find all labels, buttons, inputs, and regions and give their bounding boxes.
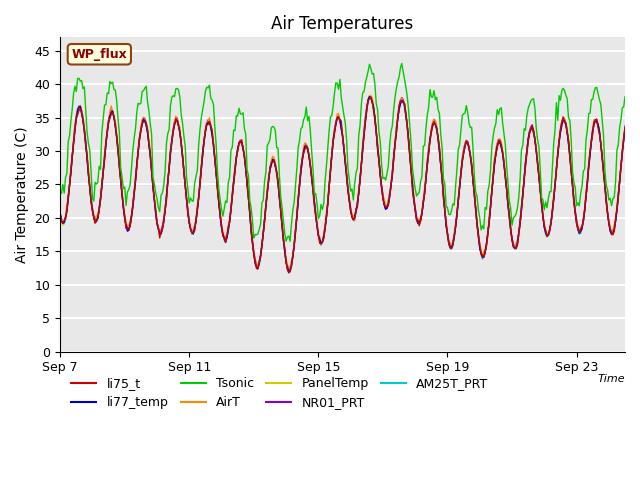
- Text: WP_flux: WP_flux: [72, 48, 127, 61]
- Y-axis label: Air Temperature (C): Air Temperature (C): [15, 126, 29, 263]
- Text: Time: Time: [597, 373, 625, 384]
- Title: Air Temperatures: Air Temperatures: [271, 15, 413, 33]
- Legend: li75_t, li77_temp, Tsonic, AirT, PanelTemp, NR01_PRT, AM25T_PRT: li75_t, li77_temp, Tsonic, AirT, PanelTe…: [67, 372, 493, 414]
